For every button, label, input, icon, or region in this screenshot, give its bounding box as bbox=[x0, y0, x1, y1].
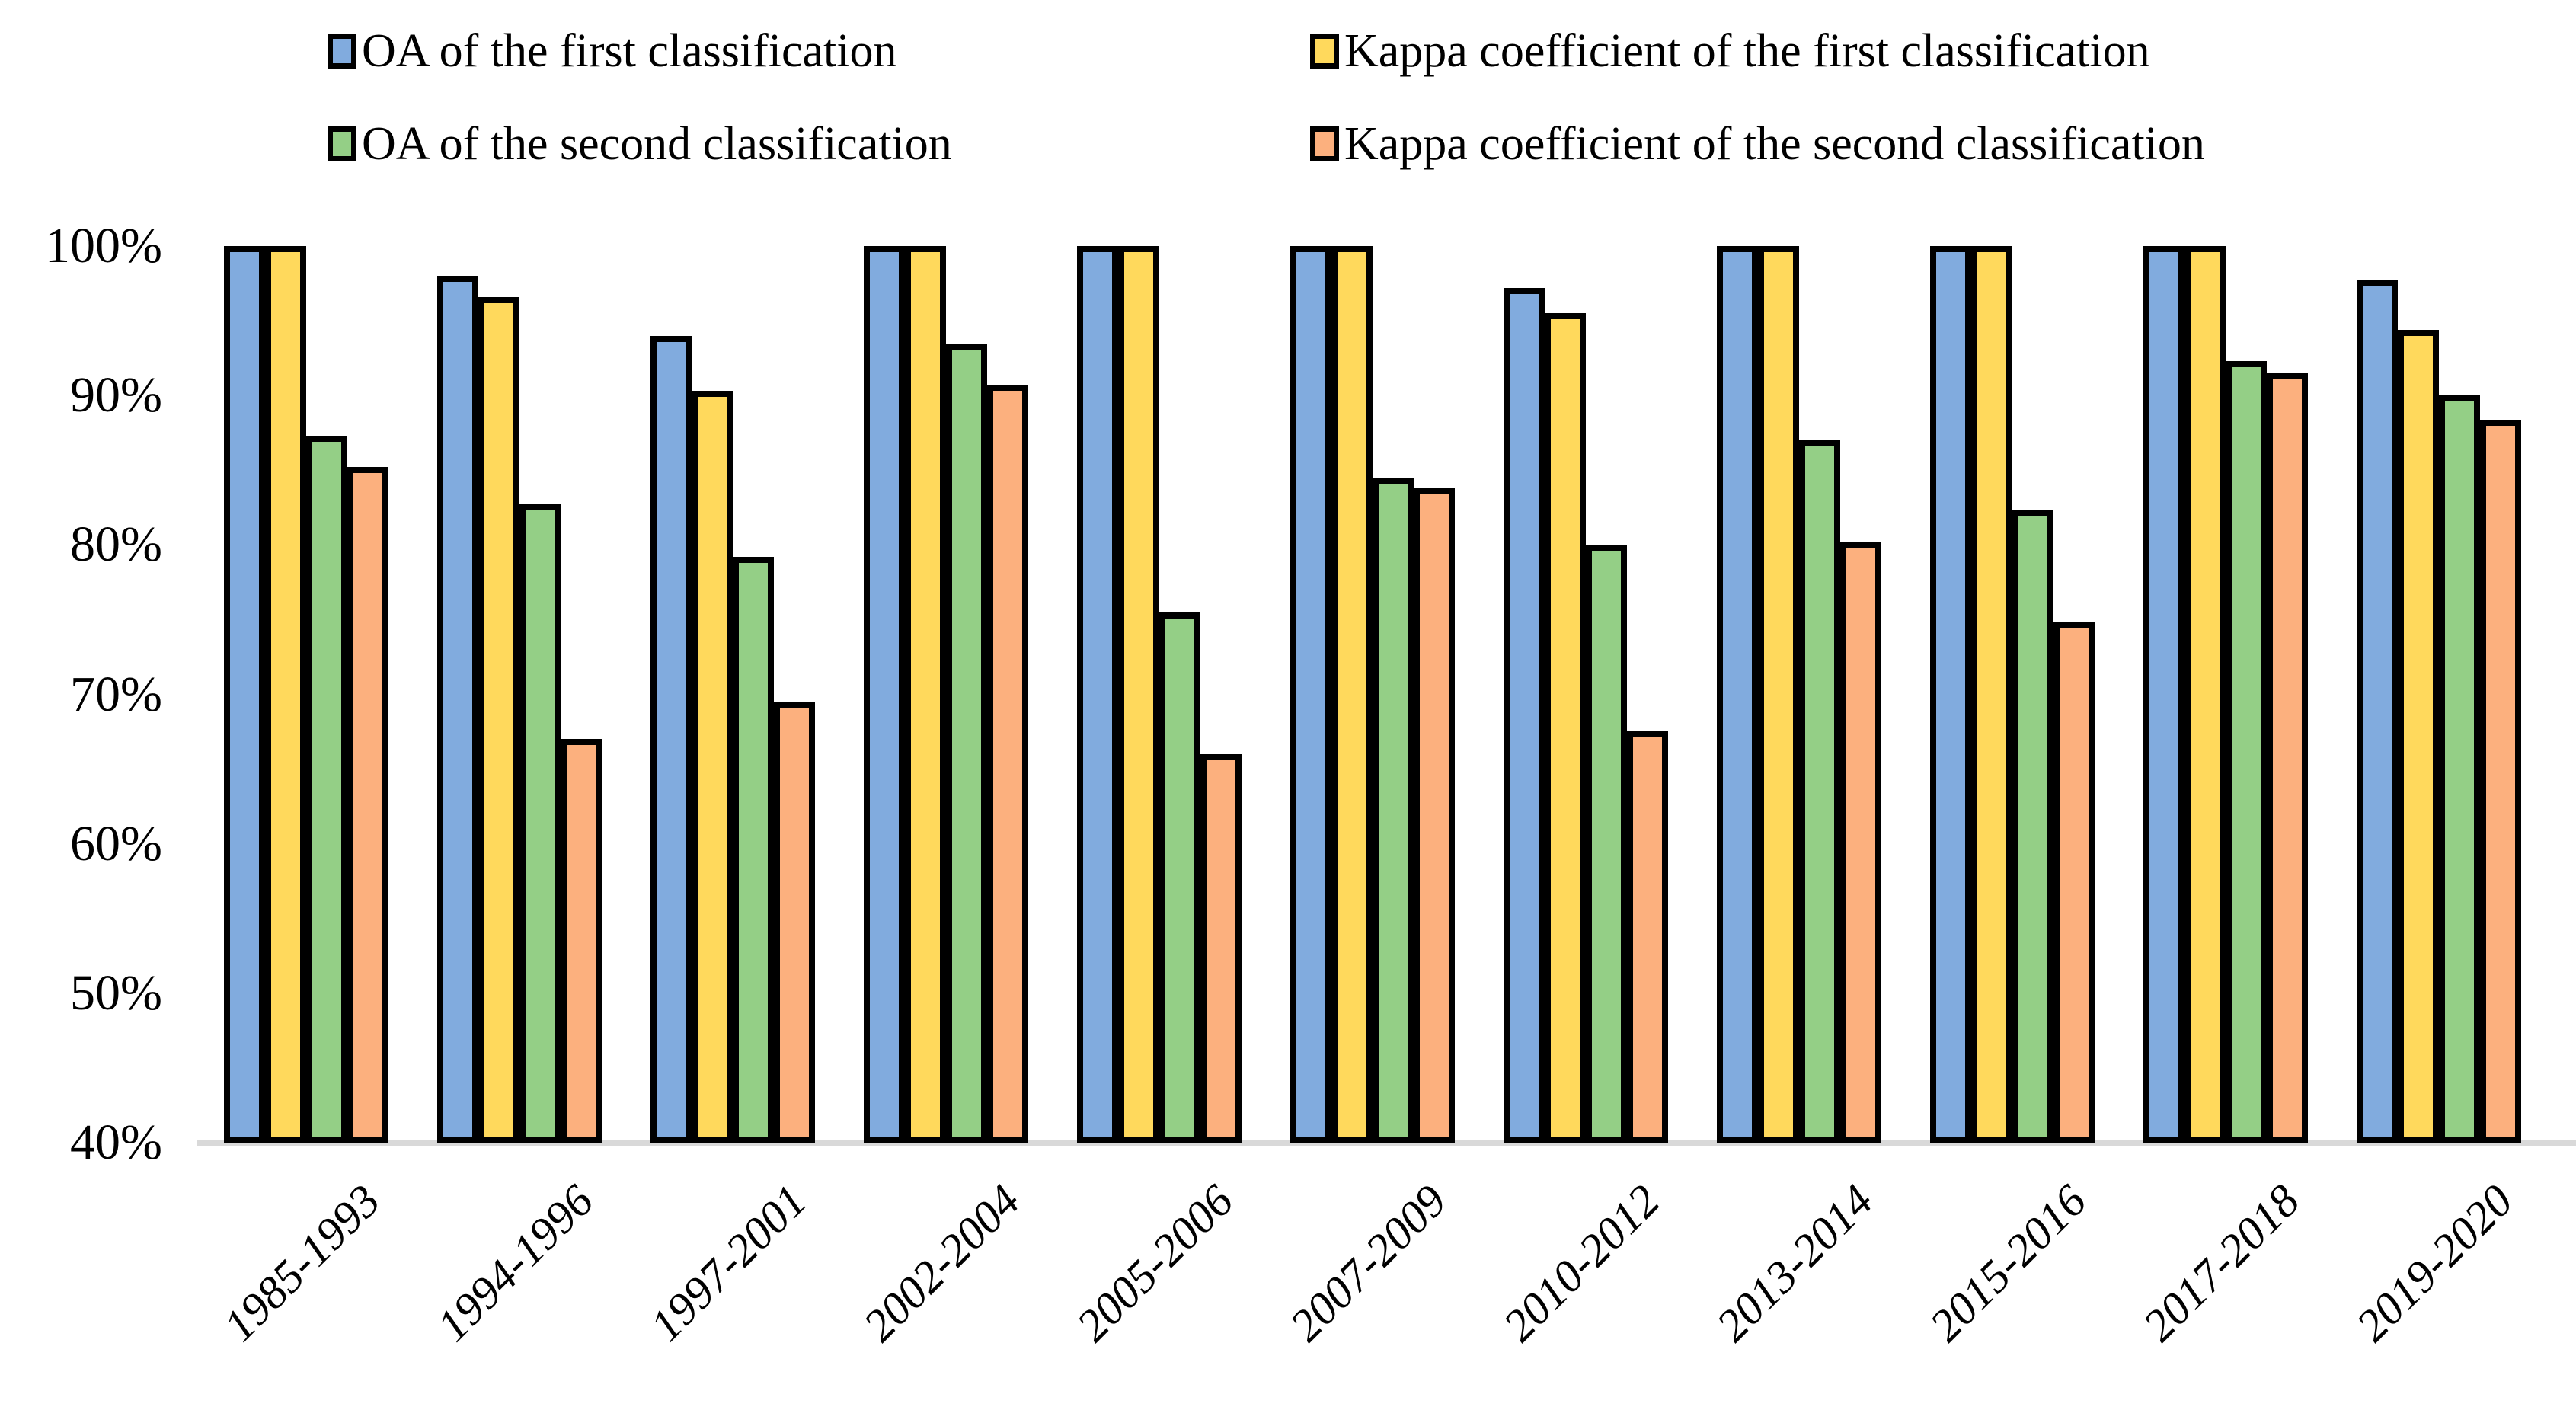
legend-swatch-oa-first bbox=[328, 34, 356, 69]
bar-series-2-group-3 bbox=[946, 344, 987, 1143]
bar-series-0-group-3 bbox=[864, 246, 905, 1143]
legend-swatch-kappa-first bbox=[1310, 34, 1339, 69]
y-tick-label: 60% bbox=[70, 815, 162, 871]
bar-series-0-group-6 bbox=[1504, 288, 1545, 1143]
bar-series-1-group-0 bbox=[265, 246, 306, 1143]
legend-item-oa-second: OA of the second classification bbox=[328, 114, 1310, 174]
bar-series-3-group-9 bbox=[2267, 373, 2308, 1143]
bar-series-0-group-10 bbox=[2357, 280, 2398, 1143]
legend-item-kappa-first: Kappa coefficient of the first classific… bbox=[1310, 21, 2205, 81]
bar-series-2-group-4 bbox=[1159, 612, 1200, 1143]
bar-series-1-group-10 bbox=[2398, 330, 2439, 1143]
bar-series-1-group-4 bbox=[1118, 246, 1159, 1143]
x-axis-line bbox=[197, 1140, 2576, 1146]
bar-series-3-group-0 bbox=[347, 467, 388, 1143]
bar-series-3-group-7 bbox=[1840, 542, 1881, 1143]
legend-label-kappa-second: Kappa coefficient of the second classifi… bbox=[1344, 118, 2205, 170]
x-tick-label-wrap: 2019-2020 bbox=[2090, 1175, 2523, 1351]
y-tick-label: 100% bbox=[45, 218, 162, 273]
bar-series-3-group-1 bbox=[561, 739, 602, 1143]
bar-series-2-group-6 bbox=[1586, 545, 1627, 1143]
legend-swatch-oa-second bbox=[328, 126, 356, 161]
bar-series-3-group-5 bbox=[1414, 488, 1455, 1143]
bar-series-0-group-2 bbox=[650, 336, 692, 1143]
y-tick-label: 90% bbox=[70, 367, 162, 424]
bar-series-1-group-2 bbox=[692, 391, 733, 1143]
bar-series-3-group-8 bbox=[2053, 622, 2095, 1143]
bar-series-0-group-5 bbox=[1290, 246, 1331, 1143]
legend-label-oa-first: OA of the first classification bbox=[362, 25, 897, 77]
legend-item-oa-first: OA of the first classification bbox=[328, 21, 1310, 81]
bar-series-2-group-1 bbox=[519, 504, 561, 1143]
y-tick-label: 80% bbox=[70, 516, 162, 573]
bar-series-1-group-5 bbox=[1331, 246, 1373, 1143]
legend-label-oa-second: OA of the second classification bbox=[362, 118, 952, 170]
bar-series-0-group-1 bbox=[437, 276, 478, 1143]
bar-series-0-group-4 bbox=[1077, 246, 1118, 1143]
bar-series-2-group-7 bbox=[1799, 440, 1840, 1143]
legend: OA of the first classification Kappa coe… bbox=[328, 21, 2205, 174]
bar-series-3-group-4 bbox=[1200, 754, 1242, 1143]
bar-series-1-group-1 bbox=[478, 297, 519, 1143]
y-tick-label: 50% bbox=[70, 964, 162, 1021]
x-tick-label: 2019-2020 bbox=[2346, 1175, 2523, 1351]
bar-series-1-group-3 bbox=[905, 246, 946, 1143]
bar-series-0-group-9 bbox=[2143, 246, 2184, 1143]
bar-series-2-group-9 bbox=[2226, 361, 2267, 1143]
bar-series-2-group-5 bbox=[1373, 478, 1414, 1143]
y-axis: 40% 50% 60% 70% 80% 90% 100% bbox=[0, 0, 162, 1407]
bar-series-2-group-2 bbox=[733, 557, 774, 1143]
bar-series-0-group-7 bbox=[1717, 246, 1758, 1143]
bar-series-0-group-0 bbox=[224, 246, 265, 1143]
bar-series-1-group-7 bbox=[1758, 246, 1799, 1143]
bar-series-3-group-10 bbox=[2480, 420, 2521, 1143]
y-tick-label: 70% bbox=[70, 666, 162, 722]
bar-series-1-group-6 bbox=[1545, 313, 1586, 1143]
bar-series-1-group-9 bbox=[2184, 246, 2226, 1143]
bar-series-0-group-8 bbox=[1930, 246, 1971, 1143]
bar-series-2-group-0 bbox=[306, 436, 347, 1143]
bar-series-2-group-8 bbox=[2012, 510, 2053, 1143]
bar-series-3-group-3 bbox=[987, 385, 1028, 1143]
legend-swatch-kappa-second bbox=[1310, 126, 1339, 161]
legend-item-kappa-second: Kappa coefficient of the second classifi… bbox=[1310, 114, 2205, 174]
bar-series-3-group-6 bbox=[1627, 731, 1668, 1143]
bar-series-3-group-2 bbox=[774, 702, 815, 1143]
legend-label-kappa-first: Kappa coefficient of the first classific… bbox=[1344, 25, 2150, 77]
bar-series-1-group-8 bbox=[1971, 246, 2012, 1143]
y-tick-label: 40% bbox=[70, 1114, 162, 1170]
bar-series-2-group-10 bbox=[2439, 395, 2480, 1143]
